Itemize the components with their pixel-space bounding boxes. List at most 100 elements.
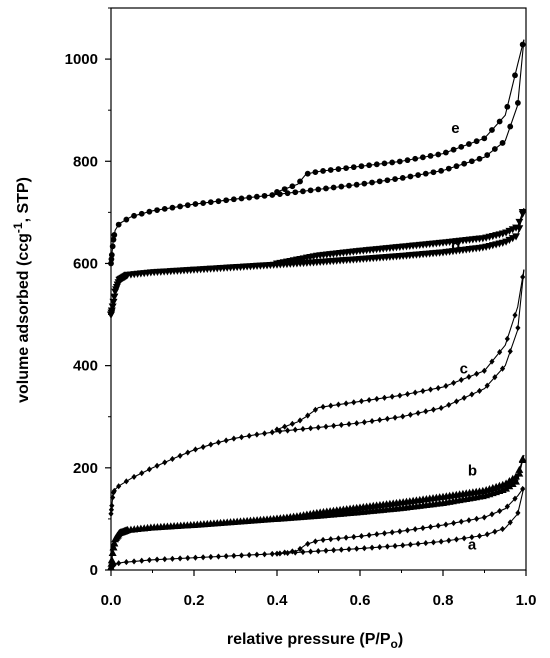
data-point xyxy=(450,379,457,386)
data-point xyxy=(123,216,130,223)
data-point xyxy=(312,169,319,176)
data-point xyxy=(110,236,117,243)
x-tick-label: 0.0 xyxy=(101,592,122,609)
data-point xyxy=(497,507,503,515)
data-point xyxy=(407,411,414,418)
data-point xyxy=(400,542,406,549)
data-point xyxy=(107,556,116,564)
data-point xyxy=(512,495,518,502)
data-point xyxy=(200,443,206,451)
data-point xyxy=(512,472,520,480)
data-point xyxy=(397,528,403,535)
data-point xyxy=(169,555,176,562)
data-point xyxy=(468,158,475,165)
series-c-desorption-line xyxy=(276,269,525,431)
x-tick-label: 0.4 xyxy=(267,592,289,609)
data-point xyxy=(412,155,419,162)
data-point xyxy=(312,406,318,413)
data-point xyxy=(131,558,137,565)
data-point xyxy=(407,173,414,180)
data-point xyxy=(305,412,311,419)
data-point xyxy=(315,186,322,193)
data-point xyxy=(377,544,383,551)
data-point xyxy=(269,192,276,198)
data-point xyxy=(453,398,460,405)
data-point xyxy=(481,135,488,142)
data-point xyxy=(246,194,253,201)
data-point xyxy=(139,557,145,564)
data-point xyxy=(169,204,176,211)
data-point xyxy=(453,163,460,170)
data-point xyxy=(515,465,524,473)
data-point xyxy=(343,165,349,171)
data-point xyxy=(108,510,114,517)
data-point xyxy=(282,549,288,556)
data-point xyxy=(230,196,237,203)
data-point xyxy=(484,531,490,538)
data-point xyxy=(361,419,367,426)
data-point xyxy=(435,151,442,158)
data-point xyxy=(123,478,129,485)
data-point xyxy=(377,416,383,424)
data-point xyxy=(407,541,414,548)
data-point xyxy=(223,197,230,204)
data-point xyxy=(297,545,303,552)
data-point xyxy=(435,522,441,529)
data-point xyxy=(177,555,183,562)
data-point xyxy=(381,530,388,537)
data-point xyxy=(215,198,222,205)
data-point xyxy=(315,548,321,555)
data-point xyxy=(461,394,467,401)
data-point xyxy=(512,224,520,232)
data-point xyxy=(131,212,137,219)
data-point xyxy=(443,382,449,390)
data-point xyxy=(519,41,526,48)
data-point xyxy=(492,528,498,535)
data-point xyxy=(146,466,152,473)
data-point xyxy=(254,431,260,438)
series-c xyxy=(108,269,526,517)
data-point xyxy=(328,402,334,409)
series-e-desorption-line xyxy=(276,39,525,193)
data-point xyxy=(184,202,191,209)
data-point xyxy=(384,543,390,550)
data-point xyxy=(515,509,521,516)
data-point xyxy=(369,179,375,186)
data-point xyxy=(361,545,367,552)
x-tick-label: 0.2 xyxy=(184,592,205,609)
data-point xyxy=(504,335,510,342)
y-tick-label: 200 xyxy=(73,460,98,477)
data-point xyxy=(438,538,444,545)
data-point xyxy=(300,188,306,195)
data-point xyxy=(281,186,288,192)
data-point xyxy=(335,401,342,408)
data-point xyxy=(292,426,298,433)
data-point xyxy=(110,494,116,501)
data-point xyxy=(415,540,421,547)
data-point xyxy=(354,545,360,552)
data-point xyxy=(476,387,483,394)
data-point xyxy=(419,154,426,161)
data-point xyxy=(338,183,345,190)
x-axis: 0.0 0.2 0.4 0.6 0.8 1.0 xyxy=(101,570,536,609)
data-point xyxy=(392,414,398,421)
data-point xyxy=(515,324,521,331)
data-point xyxy=(396,158,403,165)
data-point xyxy=(231,552,237,559)
data-point xyxy=(254,551,260,558)
y-tick-label: 600 xyxy=(73,255,98,272)
data-point xyxy=(366,532,372,539)
data-point xyxy=(274,426,280,433)
data-point xyxy=(284,190,291,197)
data-point xyxy=(443,149,449,156)
data-point xyxy=(269,429,275,436)
data-point xyxy=(107,563,115,571)
data-point xyxy=(381,160,388,167)
data-point xyxy=(423,540,429,547)
y-tick-label: 1000 xyxy=(65,51,98,68)
data-point xyxy=(308,548,314,555)
data-point xyxy=(110,539,119,547)
data-point xyxy=(308,425,314,432)
data-point xyxy=(109,543,118,551)
data-point xyxy=(491,146,498,152)
